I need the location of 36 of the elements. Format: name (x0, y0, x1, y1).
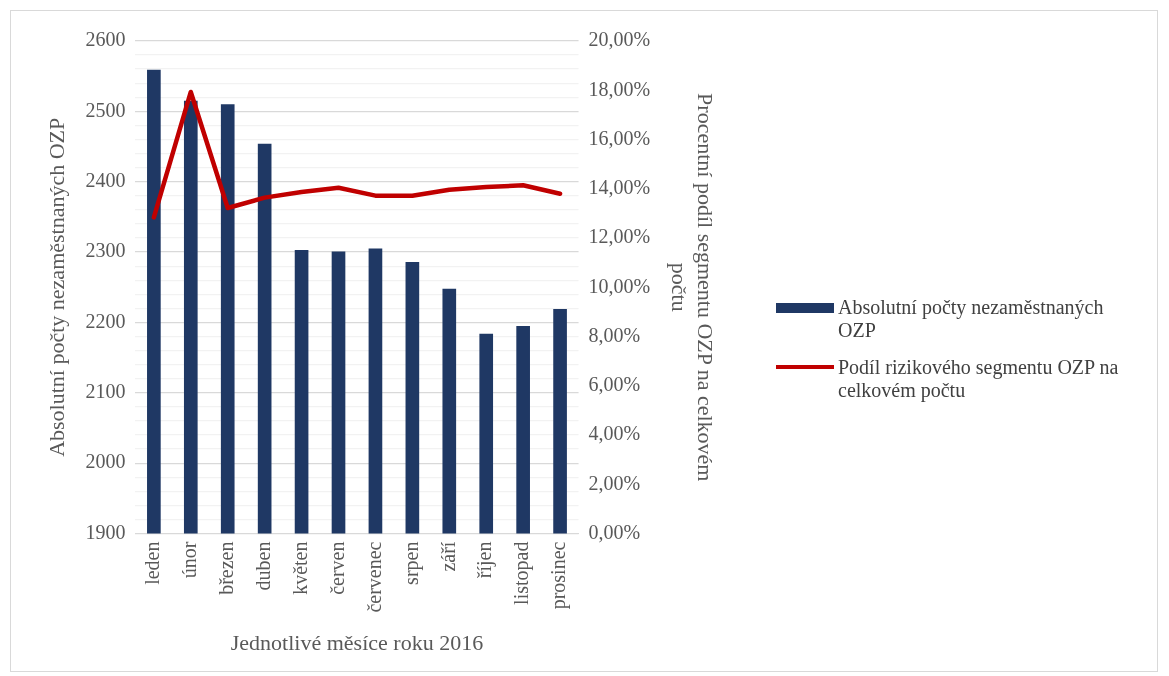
y2-tick-label: 6,00% (588, 373, 641, 396)
y-axis-title: Absolutní počty nezaměstnaných OZP (43, 117, 69, 457)
x-tick-label: srpen (399, 541, 423, 585)
x-tick-label: únor (178, 541, 201, 579)
y-tick-label: 2500 (85, 98, 126, 121)
x-tick-label: prosinec (547, 541, 571, 610)
y2-tick-label: 16,00% (588, 126, 651, 149)
x-tick-label: červenec (362, 541, 385, 613)
legend-label: Podíl rizikového segmentu OZP na celkovém počtu (838, 356, 1120, 402)
y2-tick-label: 4,00% (588, 422, 641, 445)
y2-axis-title: Procentní podíl segmentu OZP na celkovém počtu (666, 93, 719, 482)
y-tick-label: 2300 (85, 239, 126, 262)
x-tick-label: říjen (473, 541, 497, 579)
y2-tick-label: 8,00% (588, 323, 641, 346)
y2-tick-label: 10,00% (588, 274, 651, 297)
x-axis-title: Jednotlivé měsíce roku 2016 (230, 629, 484, 655)
y2-tick-label: 18,00% (588, 77, 651, 100)
x-tick-label: březen (214, 541, 237, 595)
y2-tick-label: 14,00% (588, 176, 651, 199)
y2-tick-label: 0,00% (588, 520, 641, 543)
x-tick-label: listopad (510, 541, 534, 605)
y2-tick-label: 12,00% (588, 225, 651, 248)
y-tick-label: 2000 (85, 450, 126, 473)
y-tick-label: 2600 (85, 28, 126, 51)
x-tick-label: září (436, 541, 459, 572)
y-tick-label: 2400 (85, 168, 126, 191)
legend-label: Absolutní počty nezaměstnaných OZP (838, 296, 1105, 342)
x-tick-label: leden (141, 541, 164, 585)
x-tick-label: duben (251, 541, 274, 591)
x-tick-label: květen (288, 541, 311, 595)
y2-tick-label: 20,00% (588, 28, 651, 51)
y-tick-label: 2100 (85, 380, 126, 403)
y-tick-label: 2200 (85, 309, 126, 332)
y2-tick-label: 2,00% (588, 471, 641, 494)
x-tick-label: červen (325, 541, 348, 595)
y-tick-label: 1900 (85, 520, 126, 543)
